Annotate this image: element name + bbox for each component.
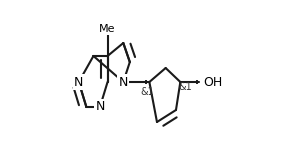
Text: &1: &1	[141, 87, 155, 97]
Text: Me: Me	[99, 24, 116, 34]
Text: N: N	[119, 75, 128, 89]
Text: N: N	[74, 75, 83, 89]
Text: N: N	[95, 101, 104, 113]
Text: OH: OH	[204, 75, 223, 89]
Text: &1: &1	[178, 82, 192, 92]
